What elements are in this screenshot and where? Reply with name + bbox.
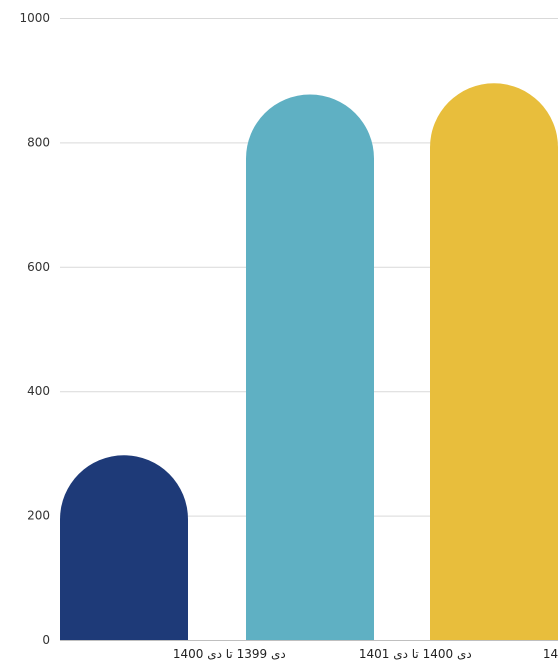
bar-1 [60,455,188,640]
y-tick-label: 600 [27,260,50,274]
y-tick-label: 1000 [19,11,50,25]
y-tick-label: 400 [27,384,50,398]
x-axis-labels: دی 1399 تا دی 1400 دی 1400 تا دی 1401 دی 1… [173,647,558,661]
y-tick-label: 200 [27,509,50,523]
bar-3 [430,83,558,640]
x-tick-label: دی 1401 تا دی 1402 [543,647,558,661]
bars [60,83,558,641]
y-tick-label: 800 [27,135,50,149]
bar-2 [246,94,374,641]
x-tick-label: دی 1400 تا دی 1401 [359,647,472,661]
x-tick-label: دی 1399 تا دی 1400 [173,647,286,661]
y-axis-ticks: 0 200 400 600 800 1000 [19,11,50,647]
y-tick-label: 0 [42,633,50,647]
